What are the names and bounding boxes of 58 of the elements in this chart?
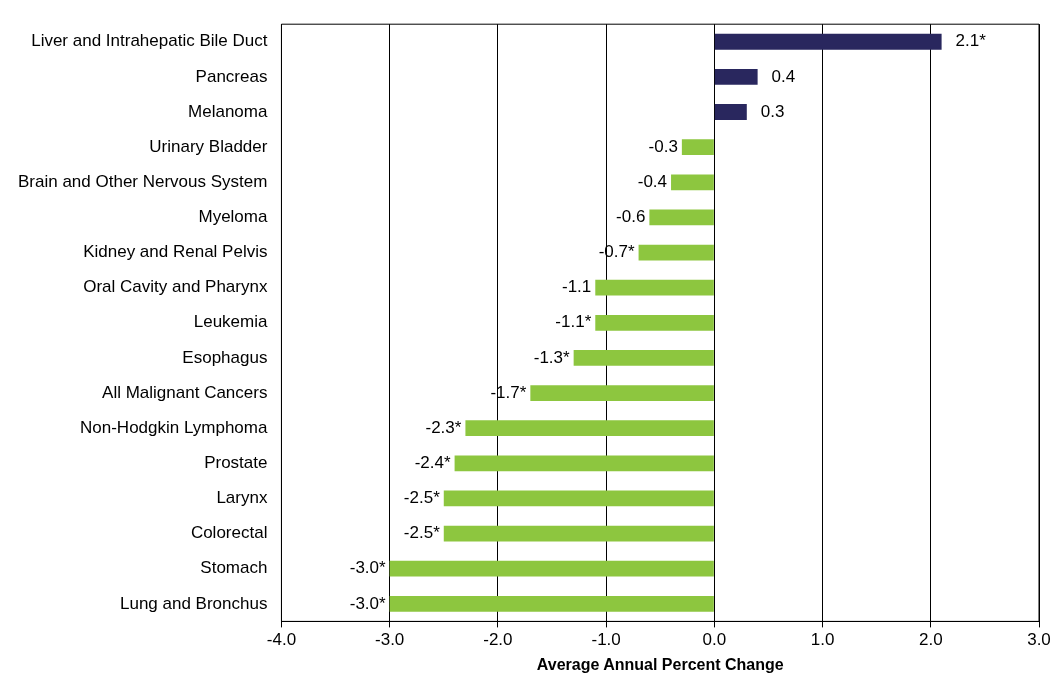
x-tick-label: -2.0 [483, 630, 513, 650]
x-axis-title: Average Annual Percent Change [536, 655, 784, 673]
bar [454, 455, 714, 472]
data-label: -1.1* [555, 312, 592, 332]
y-tick-label: Lung and Bronchus [119, 593, 268, 613]
y-tick-label: Non-Hodgkin Lymphoma [80, 417, 268, 437]
bar [530, 385, 714, 401]
x-tick-label: 0.0 [702, 630, 727, 650]
y-tick-label: Esophagus [182, 347, 268, 367]
data-label: -0.4 [637, 171, 668, 191]
y-tick-label: Colorectal [190, 523, 268, 543]
data-label: -2.3* [425, 417, 462, 437]
bar [649, 209, 714, 226]
bar [714, 104, 747, 120]
data-label: -0.3 [648, 136, 678, 156]
data-label: -1.3* [533, 347, 571, 367]
x-tick-label: -1.0 [591, 630, 621, 650]
data-label: -2.4* [414, 453, 451, 473]
data-label: -1.1 [561, 277, 592, 297]
bar [714, 33, 942, 50]
y-tick-label: Larynx [216, 488, 268, 508]
y-tick-label: Melanoma [188, 101, 268, 121]
x-tick-label: 3.0 [1027, 630, 1051, 650]
y-tick-label: Pancreas [195, 66, 268, 86]
data-label: -0.6 [616, 207, 646, 227]
y-tick-label: Prostate [204, 453, 268, 473]
y-tick-label: All Malignant Cancers [102, 382, 268, 402]
data-label: -2.5* [403, 523, 441, 543]
bar [681, 139, 714, 156]
y-tick-label: Myeloma [198, 207, 268, 227]
bar [443, 525, 714, 542]
y-tick-label: Brain and Other Nervous System [17, 171, 268, 191]
x-tick-label: 1.0 [810, 630, 835, 650]
y-tick-label: Urinary Bladder [149, 136, 268, 156]
data-label: -3.0* [349, 593, 387, 613]
bar [595, 279, 714, 296]
y-tick-label: Stomach [200, 558, 268, 578]
x-tick-label: -4.0 [266, 630, 297, 650]
bar [714, 68, 758, 85]
bar [389, 595, 714, 612]
bar [443, 490, 714, 507]
bar [671, 174, 714, 191]
data-label: 0.4 [771, 66, 796, 86]
data-label: 0.3 [760, 101, 785, 121]
y-tick-label: Kidney and Renal Pelvis [83, 242, 268, 262]
y-tick-label: Liver and Intrahepatic Bile Duct [31, 31, 268, 51]
bar [573, 350, 714, 366]
data-label: -2.5* [403, 488, 441, 508]
y-tick-label: Leukemia [193, 312, 268, 332]
x-tick-label: 2.0 [918, 630, 943, 650]
y-tick-label: Oral Cavity and Pharynx [83, 277, 268, 297]
data-label: 2.1* [955, 31, 987, 51]
bar [389, 560, 714, 577]
x-tick-label: -3.0 [375, 630, 405, 650]
bar [465, 420, 714, 437]
data-label: -3.0* [349, 558, 387, 578]
bar [595, 314, 714, 331]
bar [638, 244, 714, 261]
